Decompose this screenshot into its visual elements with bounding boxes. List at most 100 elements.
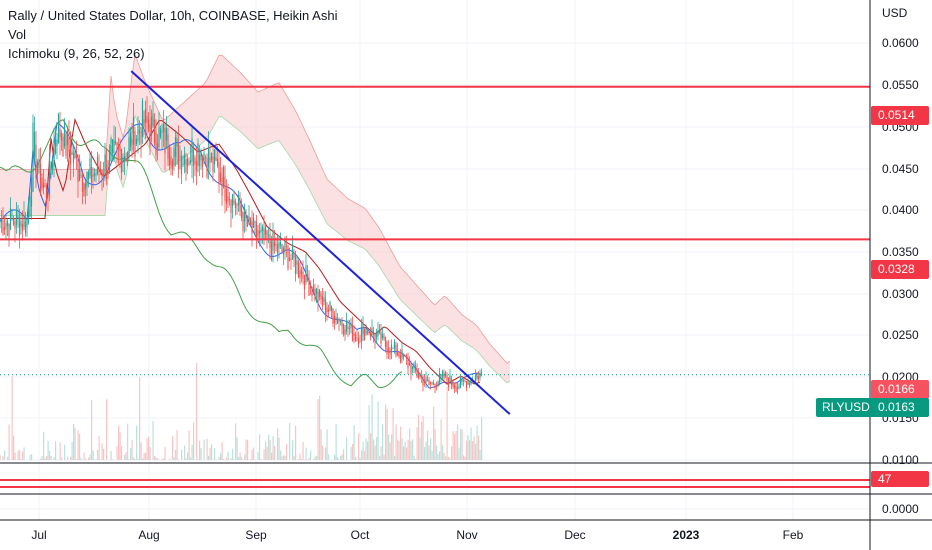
candle-body	[243, 207, 246, 222]
candle-body	[87, 171, 90, 180]
volume-bar	[41, 456, 43, 460]
candle-body	[357, 337, 360, 345]
volume-bar	[424, 447, 426, 460]
candle-body	[462, 380, 465, 382]
horizontal-levels	[0, 85, 870, 376]
candle-body	[458, 386, 460, 389]
candle-body	[365, 327, 367, 335]
candle-body	[384, 337, 387, 347]
volume-bar	[268, 434, 270, 460]
volume-bars	[0, 362, 483, 460]
volume-bar	[269, 439, 271, 460]
volume-bar	[238, 457, 240, 460]
volume-bar	[439, 451, 441, 460]
volume-bar	[280, 450, 282, 460]
candle-body	[377, 330, 379, 336]
candle-body	[254, 221, 256, 223]
candle-body	[389, 350, 391, 355]
candle-body	[179, 155, 181, 157]
legend-title: Rally / United States Dollar, 10h, COINB…	[8, 8, 338, 23]
senkou-span-a	[0, 114, 511, 384]
candle-body	[344, 328, 346, 335]
candle-body	[162, 123, 165, 133]
candle-body	[98, 165, 100, 172]
candle-body	[291, 245, 294, 260]
candle-body	[177, 142, 180, 170]
candle-body	[311, 287, 313, 297]
candle-body	[398, 352, 400, 358]
volume-bar	[80, 457, 82, 460]
volume-bar	[418, 414, 420, 460]
candle-body	[297, 262, 300, 278]
candle-body	[120, 148, 123, 173]
volume-bar	[221, 442, 223, 460]
candle-body	[14, 221, 16, 229]
volume-bar	[118, 425, 120, 460]
volume-bar	[206, 438, 208, 460]
volume-bar	[406, 447, 408, 460]
volume-bar	[451, 446, 453, 460]
candle-body	[383, 335, 385, 339]
candle-body	[339, 320, 342, 322]
candle-body	[461, 378, 463, 383]
volume-bar	[307, 459, 309, 460]
candle-body	[221, 177, 223, 196]
candle-body	[182, 163, 184, 165]
volume-bar	[188, 430, 190, 460]
volume-bar	[277, 428, 279, 460]
candle-body	[318, 289, 321, 297]
candle-body	[108, 150, 111, 173]
candle-body	[443, 373, 445, 379]
volume-bar	[398, 440, 400, 460]
candle-body	[362, 323, 364, 335]
candle-body	[161, 131, 163, 133]
volume-bar	[476, 425, 478, 460]
volume-bar	[71, 442, 73, 460]
candle-body	[132, 117, 135, 145]
candle-body	[480, 372, 483, 376]
candle-body	[314, 288, 316, 300]
indicator-badge: 47	[871, 471, 929, 487]
volume-bar	[337, 457, 339, 460]
volume-bar	[98, 436, 100, 460]
x-tick-label: Oct	[350, 528, 370, 542]
volume-bar	[326, 429, 328, 460]
candle-body	[281, 243, 283, 252]
candle-body	[102, 173, 105, 177]
volume-bar	[286, 444, 288, 460]
candle-body	[59, 128, 61, 138]
volume-bar	[433, 406, 435, 460]
volume-bar	[464, 456, 466, 460]
candle-body	[293, 252, 295, 258]
volume-bar	[400, 426, 402, 460]
volume-bar	[7, 456, 9, 460]
candle-body	[459, 376, 462, 388]
candle-body	[86, 171, 88, 187]
trendline	[130, 70, 511, 415]
candle-body	[26, 219, 28, 228]
volume-bar	[157, 458, 159, 460]
candle-body	[476, 374, 478, 379]
candle-body	[81, 174, 84, 192]
y-tick-label: 0.0000	[882, 502, 919, 516]
volume-bar	[164, 447, 166, 460]
candle-body	[77, 156, 79, 183]
candle-body	[65, 134, 67, 156]
volume-bar	[61, 457, 63, 460]
volume-bar	[446, 387, 448, 460]
candle-body	[153, 119, 156, 144]
candle-body	[245, 214, 247, 219]
candle-body	[257, 230, 259, 237]
candle-body	[401, 349, 403, 359]
candle-body	[378, 330, 381, 334]
candle-body	[335, 317, 337, 320]
candle-body	[210, 152, 213, 161]
candle-body	[419, 375, 421, 377]
candle-body	[326, 306, 328, 312]
candle-body	[366, 331, 369, 334]
candle-body	[285, 246, 288, 248]
candle-body	[213, 149, 216, 165]
candle-body	[359, 341, 361, 342]
candle-body	[284, 241, 286, 251]
